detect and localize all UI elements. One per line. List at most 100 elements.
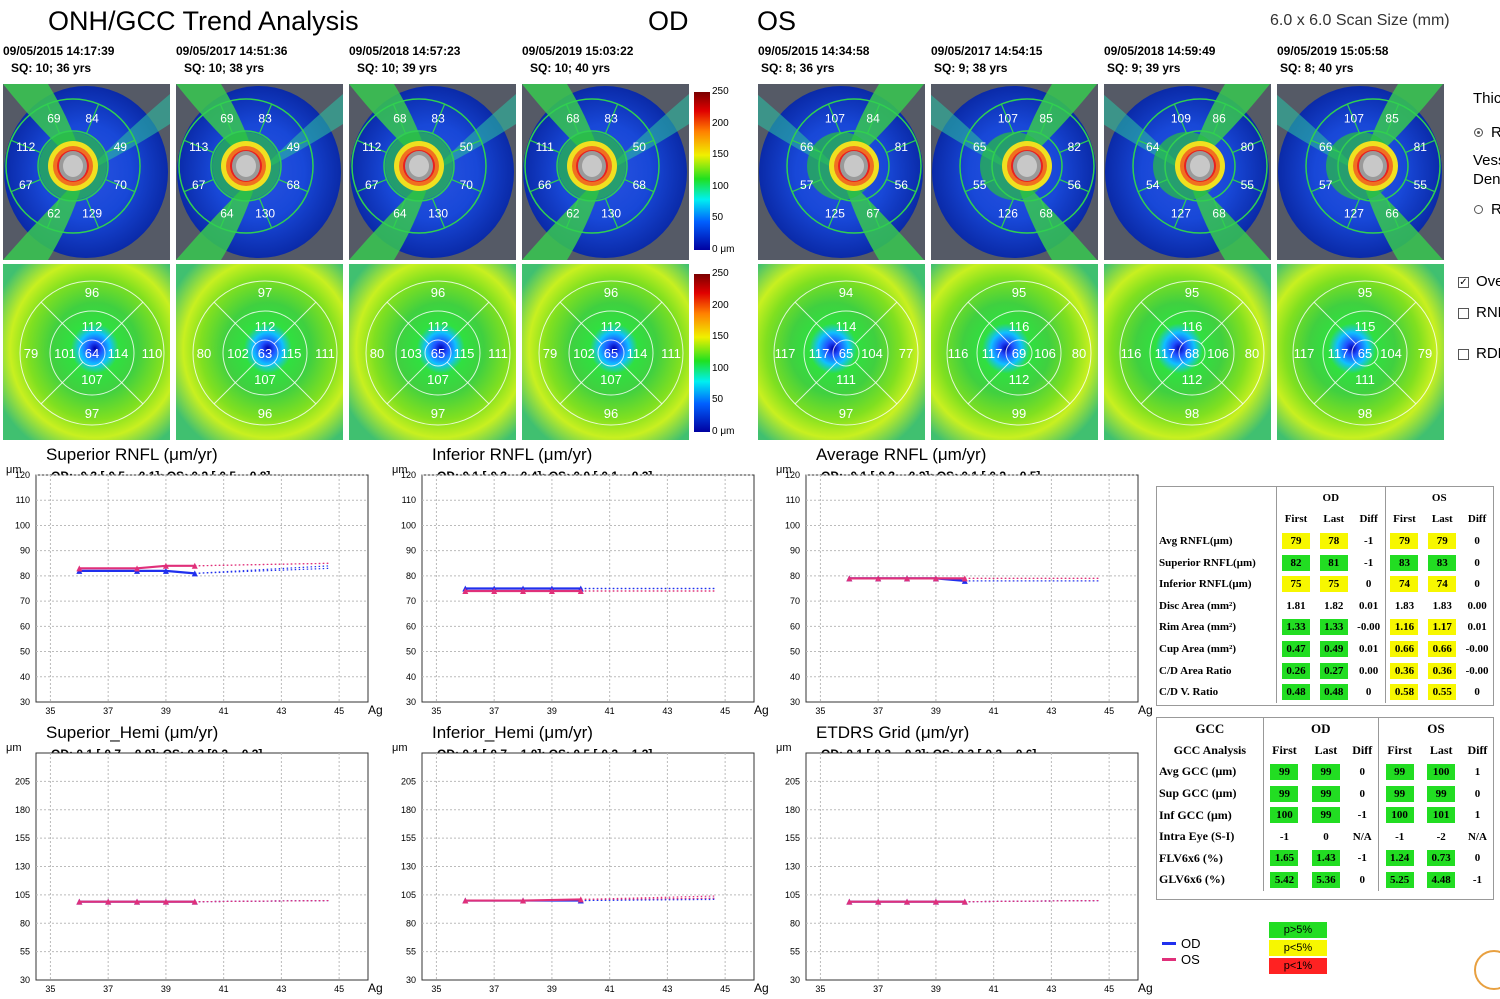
rnfl-sector-value: 66 — [1319, 140, 1333, 154]
rnfl-sector-value: 83 — [258, 112, 272, 126]
table-cell: -1 — [1357, 809, 1367, 822]
rnfl-sector-value: 67 — [19, 178, 33, 192]
x-tick-label: 39 — [547, 706, 557, 716]
scan-date: 09/05/2018 14:57:23 — [349, 44, 461, 58]
table-cell: 75 — [1276, 573, 1315, 595]
table-cell: -1 — [1262, 825, 1306, 848]
table-cell: 0.01 — [1467, 621, 1487, 634]
gcc-sector-value: 111 — [836, 372, 856, 387]
x-tick-label: 43 — [662, 706, 672, 716]
data-point — [162, 898, 169, 905]
y-axis-label: μm — [6, 742, 22, 754]
y-tick-label: 120 — [401, 470, 416, 480]
scan-header: 09/05/2018 14:59:49 SQ: 9; 39 yrs — [1104, 43, 1215, 77]
y-tick-label: 40 — [790, 672, 800, 682]
x-tick-label: 43 — [1046, 706, 1056, 716]
gcc-sector-value: 102 — [227, 346, 249, 361]
trend-chart: 30 55 80 105 130 155 180 205 35 37 39 41 43 45 μm Age — [772, 740, 1160, 999]
table-cell: 78 — [1315, 530, 1353, 552]
trend-chart: 30 40 50 60 70 80 90 100 110 120 35 37 39 41 43 45 μm Age — [2, 462, 390, 729]
thickness-radio[interactable] — [1474, 128, 1483, 137]
gcc-sector-value: 104 — [861, 346, 883, 361]
column-header: Last — [1429, 742, 1453, 757]
rnfl-sector-value: 68 — [393, 112, 407, 126]
table-cell: 83 — [1384, 551, 1424, 574]
y-tick-label: 110 — [786, 495, 800, 505]
table-cell: N/A — [1352, 830, 1372, 843]
data-point — [76, 898, 83, 905]
x-tick-label: 45 — [720, 706, 730, 716]
gcc-sector-value: 114 — [108, 346, 129, 361]
p-lt-5-legend: p<5% — [1269, 940, 1327, 956]
overlay-checkbox[interactable]: ✓ — [1458, 277, 1469, 288]
table-cell: 101 — [1420, 804, 1461, 826]
y-tick-label: 100 — [785, 520, 800, 530]
x-tick-label: 39 — [931, 984, 941, 994]
data-point — [134, 898, 141, 905]
projection-line — [194, 899, 331, 903]
data-point — [846, 898, 853, 905]
y-tick-label: 110 — [402, 495, 416, 505]
gcc-sector-value: 107 — [254, 372, 276, 387]
gcc-sector-value: 116 — [1121, 346, 1142, 361]
rnfl-checkbox[interactable] — [1458, 308, 1469, 319]
y-tick-label: 70 — [406, 596, 416, 606]
gcc-sector-value: 106 — [1207, 346, 1229, 361]
gcc-sector-value: 117 — [982, 346, 1003, 361]
x-tick-label: 45 — [720, 984, 730, 994]
chart-title: Superior RNFL (μm/yr) — [46, 445, 218, 464]
rnfl-sector-value: 86 — [1212, 112, 1226, 126]
row-label: C/D V. Ratio — [1159, 686, 1219, 699]
p-lt-1-legend: p<1% — [1269, 958, 1327, 974]
table-cell: 0.47 — [1276, 638, 1315, 660]
table-cell: 99 — [1262, 761, 1306, 783]
row-label: Intra Eye (S-I) — [1159, 829, 1235, 844]
rnfl-sector-value: 111 — [536, 140, 555, 154]
table-cell: 0.66 — [1423, 638, 1461, 660]
table-cell: 0 — [1365, 686, 1372, 699]
y-tick-label: 105 — [15, 890, 30, 900]
gcc-sector-value: 97 — [431, 406, 445, 421]
od-legend-label: OD — [1181, 936, 1201, 951]
table-cell: 0.36 — [1384, 659, 1424, 682]
x-tick-label: 39 — [931, 706, 941, 716]
gcc-thickness-map: 96 112 79 102 65 114 111 107 96 — [522, 264, 689, 440]
gcc-sector-value: 94 — [839, 285, 853, 300]
data-point — [191, 570, 198, 577]
rnfl-sector-value: 56 — [1068, 178, 1082, 192]
rnfl-sector-value: 66 — [800, 140, 814, 154]
table-cell: -1 — [1364, 534, 1374, 547]
table-row: Sup GCC (μm) 99 99 0 99 99 0 — [1157, 782, 1493, 805]
table-cell: 0.01 — [1358, 599, 1379, 612]
chart-title: Inferior_Hemi (μm/yr) — [432, 723, 593, 742]
rnfl-sector-value: 69 — [220, 112, 234, 126]
data-point — [548, 588, 555, 595]
series-line-os — [79, 564, 195, 570]
rnfl-thickness-map: 86 109 64 54 127 68 55 80 — [1104, 84, 1271, 260]
x-axis-label: Age — [1138, 981, 1152, 995]
rnfl-sector-value: 68 — [633, 178, 647, 192]
table-cell: 4.48 — [1420, 869, 1461, 891]
table-cell: 0 — [1359, 787, 1366, 800]
projection-line — [194, 567, 331, 574]
data-point — [961, 575, 968, 582]
scan-quality: SQ: 10; 38 yrs — [184, 61, 265, 75]
y-tick-label: 130 — [15, 862, 30, 872]
scan-header: 09/05/2019 15:05:58 SQ: 8; 40 yrs — [1277, 43, 1388, 77]
y-tick-label: 130 — [401, 862, 416, 872]
series-line-od — [79, 569, 195, 575]
gcc-sector-value: 79 — [24, 346, 38, 361]
vessel-density-radio[interactable] — [1474, 205, 1483, 214]
rdb-checkbox[interactable] — [1458, 349, 1469, 360]
rnfl-sector-value: 112 — [362, 140, 381, 154]
table-cell: 99 — [1305, 761, 1346, 783]
y-tick-label: 80 — [790, 571, 800, 581]
gcc-sector-value: 96 — [258, 406, 272, 421]
rnfl-sector-value: 56 — [895, 178, 909, 192]
data-point — [105, 898, 112, 905]
gcc-sector-value: 112 — [1182, 372, 1203, 387]
rnfl-sector-value: 65 — [973, 140, 987, 154]
table-cell: 0.01 — [1358, 642, 1379, 655]
y-tick-label: 60 — [790, 621, 800, 631]
row-label: Rim Area (mm²) — [1159, 621, 1237, 634]
